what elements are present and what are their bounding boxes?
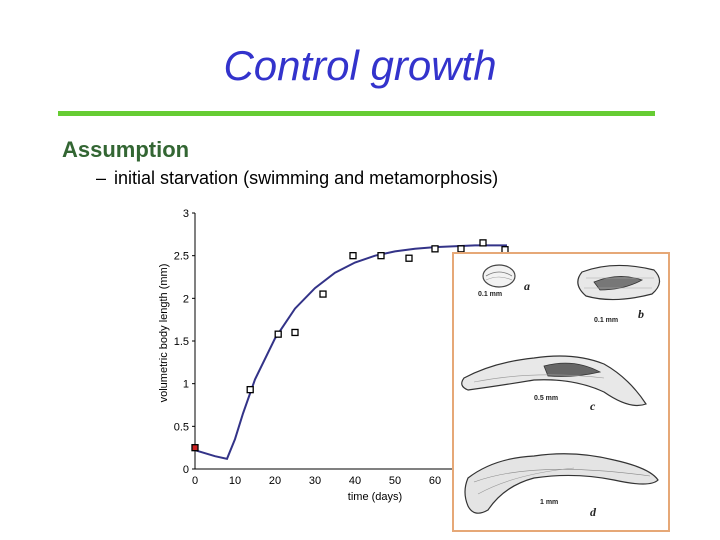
scale-label-c: 0.5 mm (534, 395, 558, 402)
data-point (457, 245, 465, 253)
x-tick-label: 10 (229, 475, 241, 487)
y-tick-label: 1 (183, 379, 189, 391)
scale-label-b: 0.1 mm (594, 317, 618, 324)
scale-label-a: 0.1 mm (478, 291, 502, 298)
x-tick-label: 60 (429, 475, 441, 487)
x-tick-label: 20 (269, 475, 281, 487)
scale-label-d: 1 mm (540, 499, 558, 506)
fitted-growth-curve (194, 244, 507, 460)
y-tick-label: 0.5 (174, 421, 189, 433)
data-point (291, 328, 299, 337)
larva-a-image (482, 264, 516, 288)
label-d: d (590, 505, 597, 519)
y-tick-label: 1.5 (174, 336, 189, 348)
bullet-text: initial starvation (swimming and metamor… (114, 168, 499, 188)
bullet-dash: – (96, 168, 107, 188)
larva-c-image (461, 355, 647, 407)
data-point (246, 385, 254, 394)
x-tick-label: 30 (309, 475, 321, 487)
label-c: c (590, 399, 596, 413)
data-point (349, 252, 357, 260)
y-tick-label: 3 (183, 208, 189, 220)
label-a: a (524, 279, 530, 293)
title-divider (58, 111, 655, 116)
y-tick-label: 0 (183, 464, 189, 476)
data-point (274, 330, 282, 338)
highlighted-data-point (191, 444, 199, 452)
y-tick-label: 2 (183, 293, 189, 305)
data-point (405, 254, 413, 262)
y-tick-label: 2.5 (174, 251, 189, 263)
data-point (479, 239, 487, 247)
data-point (377, 252, 385, 260)
larva-illustration-panel: 0.1 mm a 0.1 mm b 0.5 mm c 1 mm d (452, 252, 670, 532)
x-tick-label: 0 (192, 475, 198, 487)
x-axis-label: time (days) (348, 491, 402, 503)
assumption-bullet: – initial starvation (swimming and metamo… (96, 168, 498, 189)
data-point (431, 245, 439, 253)
larva-illustrations: 0.1 mm a 0.1 mm b 0.5 mm c 1 mm d (461, 264, 661, 519)
larva-d-image (464, 453, 659, 514)
x-tick-label: 40 (349, 475, 361, 487)
assumption-heading: Assumption (62, 137, 190, 162)
data-point (319, 290, 327, 298)
x-tick-label: 50 (389, 475, 401, 487)
larva-b-image (577, 264, 661, 301)
slide-title: Control growth (223, 42, 497, 89)
y-axis-label: volumetric body length (mm) (158, 264, 170, 403)
label-b: b (638, 307, 644, 321)
